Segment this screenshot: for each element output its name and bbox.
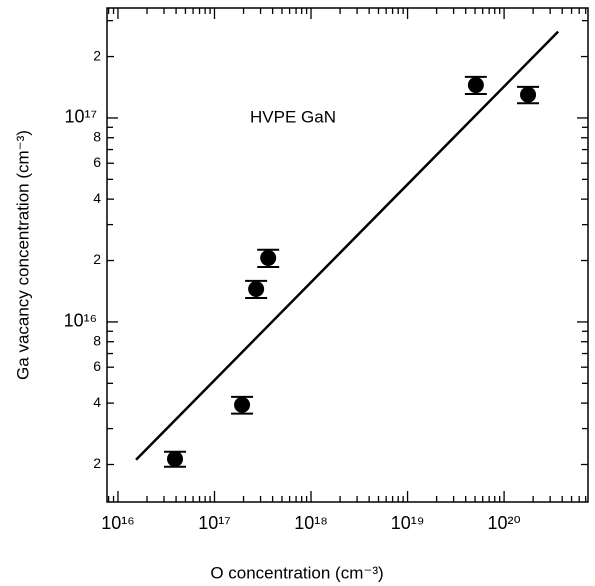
data-point [260, 249, 277, 266]
y-tick-label: 6 [93, 358, 101, 374]
y-tick-label: 6 [93, 154, 101, 170]
y-tick-label: 4 [93, 394, 101, 410]
x-tick-label: 10¹⁸ [294, 513, 328, 533]
x-tick-label: 10¹⁷ [198, 513, 231, 533]
x-tick-label: 10¹⁶ [101, 513, 134, 533]
y-tick-label: 2 [93, 251, 101, 267]
y-tick-label: 4 [93, 190, 101, 206]
y-tick-label: 10¹⁷ [64, 107, 97, 127]
y-tick-label: 8 [93, 128, 101, 144]
fit-line [135, 30, 560, 461]
data-point [520, 86, 537, 103]
data-point [234, 396, 251, 413]
x-axis-label: O concentration (cm⁻³) [210, 563, 383, 582]
data-point [467, 77, 484, 94]
y-tick-label: 8 [93, 332, 101, 348]
y-tick-label: 10¹⁶ [64, 311, 97, 331]
annotation: HVPE GaN [250, 107, 336, 126]
data-point [248, 281, 265, 298]
y-tick-label: 2 [93, 455, 101, 471]
x-tick-label: 10²⁰ [487, 513, 520, 533]
y-axis-label: Ga vacancy concentration (cm⁻³) [13, 130, 32, 380]
x-tick-label: 10¹⁹ [391, 513, 425, 533]
data-point [167, 450, 184, 467]
y-tick-label: 2 [93, 47, 101, 63]
plot-frame [106, 7, 589, 503]
